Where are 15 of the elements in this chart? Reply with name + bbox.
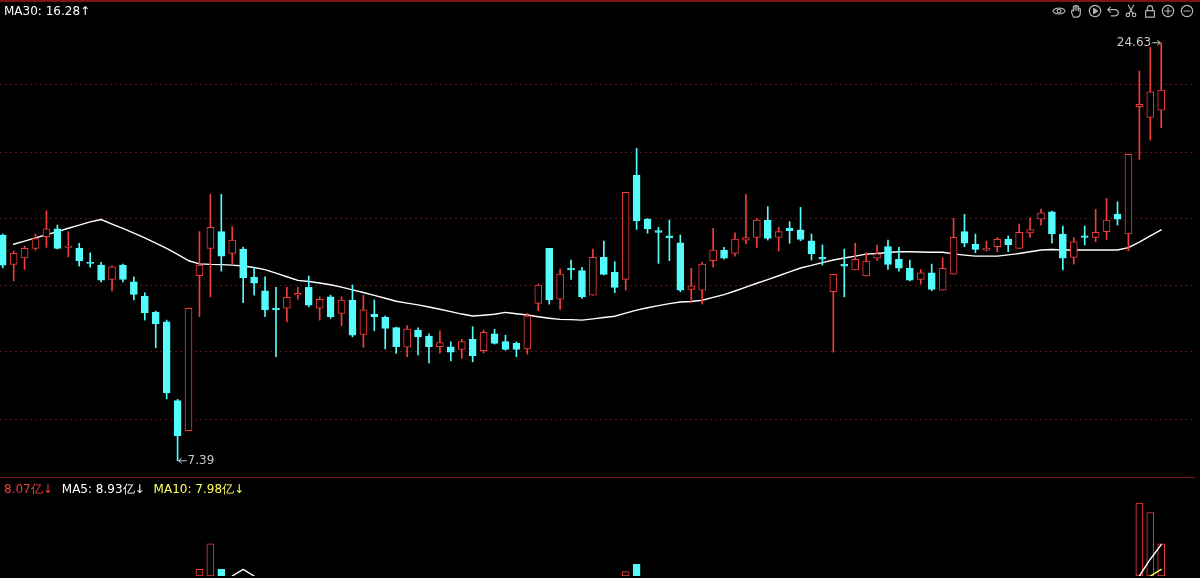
- candlestick: [742, 193, 750, 245]
- candlestick: [293, 287, 302, 300]
- candlestick: [436, 330, 444, 354]
- candlestick: [1026, 217, 1034, 238]
- candlestick: [840, 248, 849, 298]
- annotation: 7.39: [187, 452, 215, 467]
- candlestick: [64, 231, 73, 258]
- text: MA5: 8.93亿↓: [61, 482, 145, 496]
- candlestick: [1157, 42, 1166, 129]
- text: 8.07亿↓: [4, 482, 53, 496]
- text: MA10: 7.98亿↓: [153, 482, 245, 496]
- annotation: 24.63: [1116, 34, 1152, 49]
- text: MA30: 16.28↑: [4, 4, 91, 18]
- candlestick: [1080, 225, 1089, 246]
- candlestick: [687, 267, 696, 303]
